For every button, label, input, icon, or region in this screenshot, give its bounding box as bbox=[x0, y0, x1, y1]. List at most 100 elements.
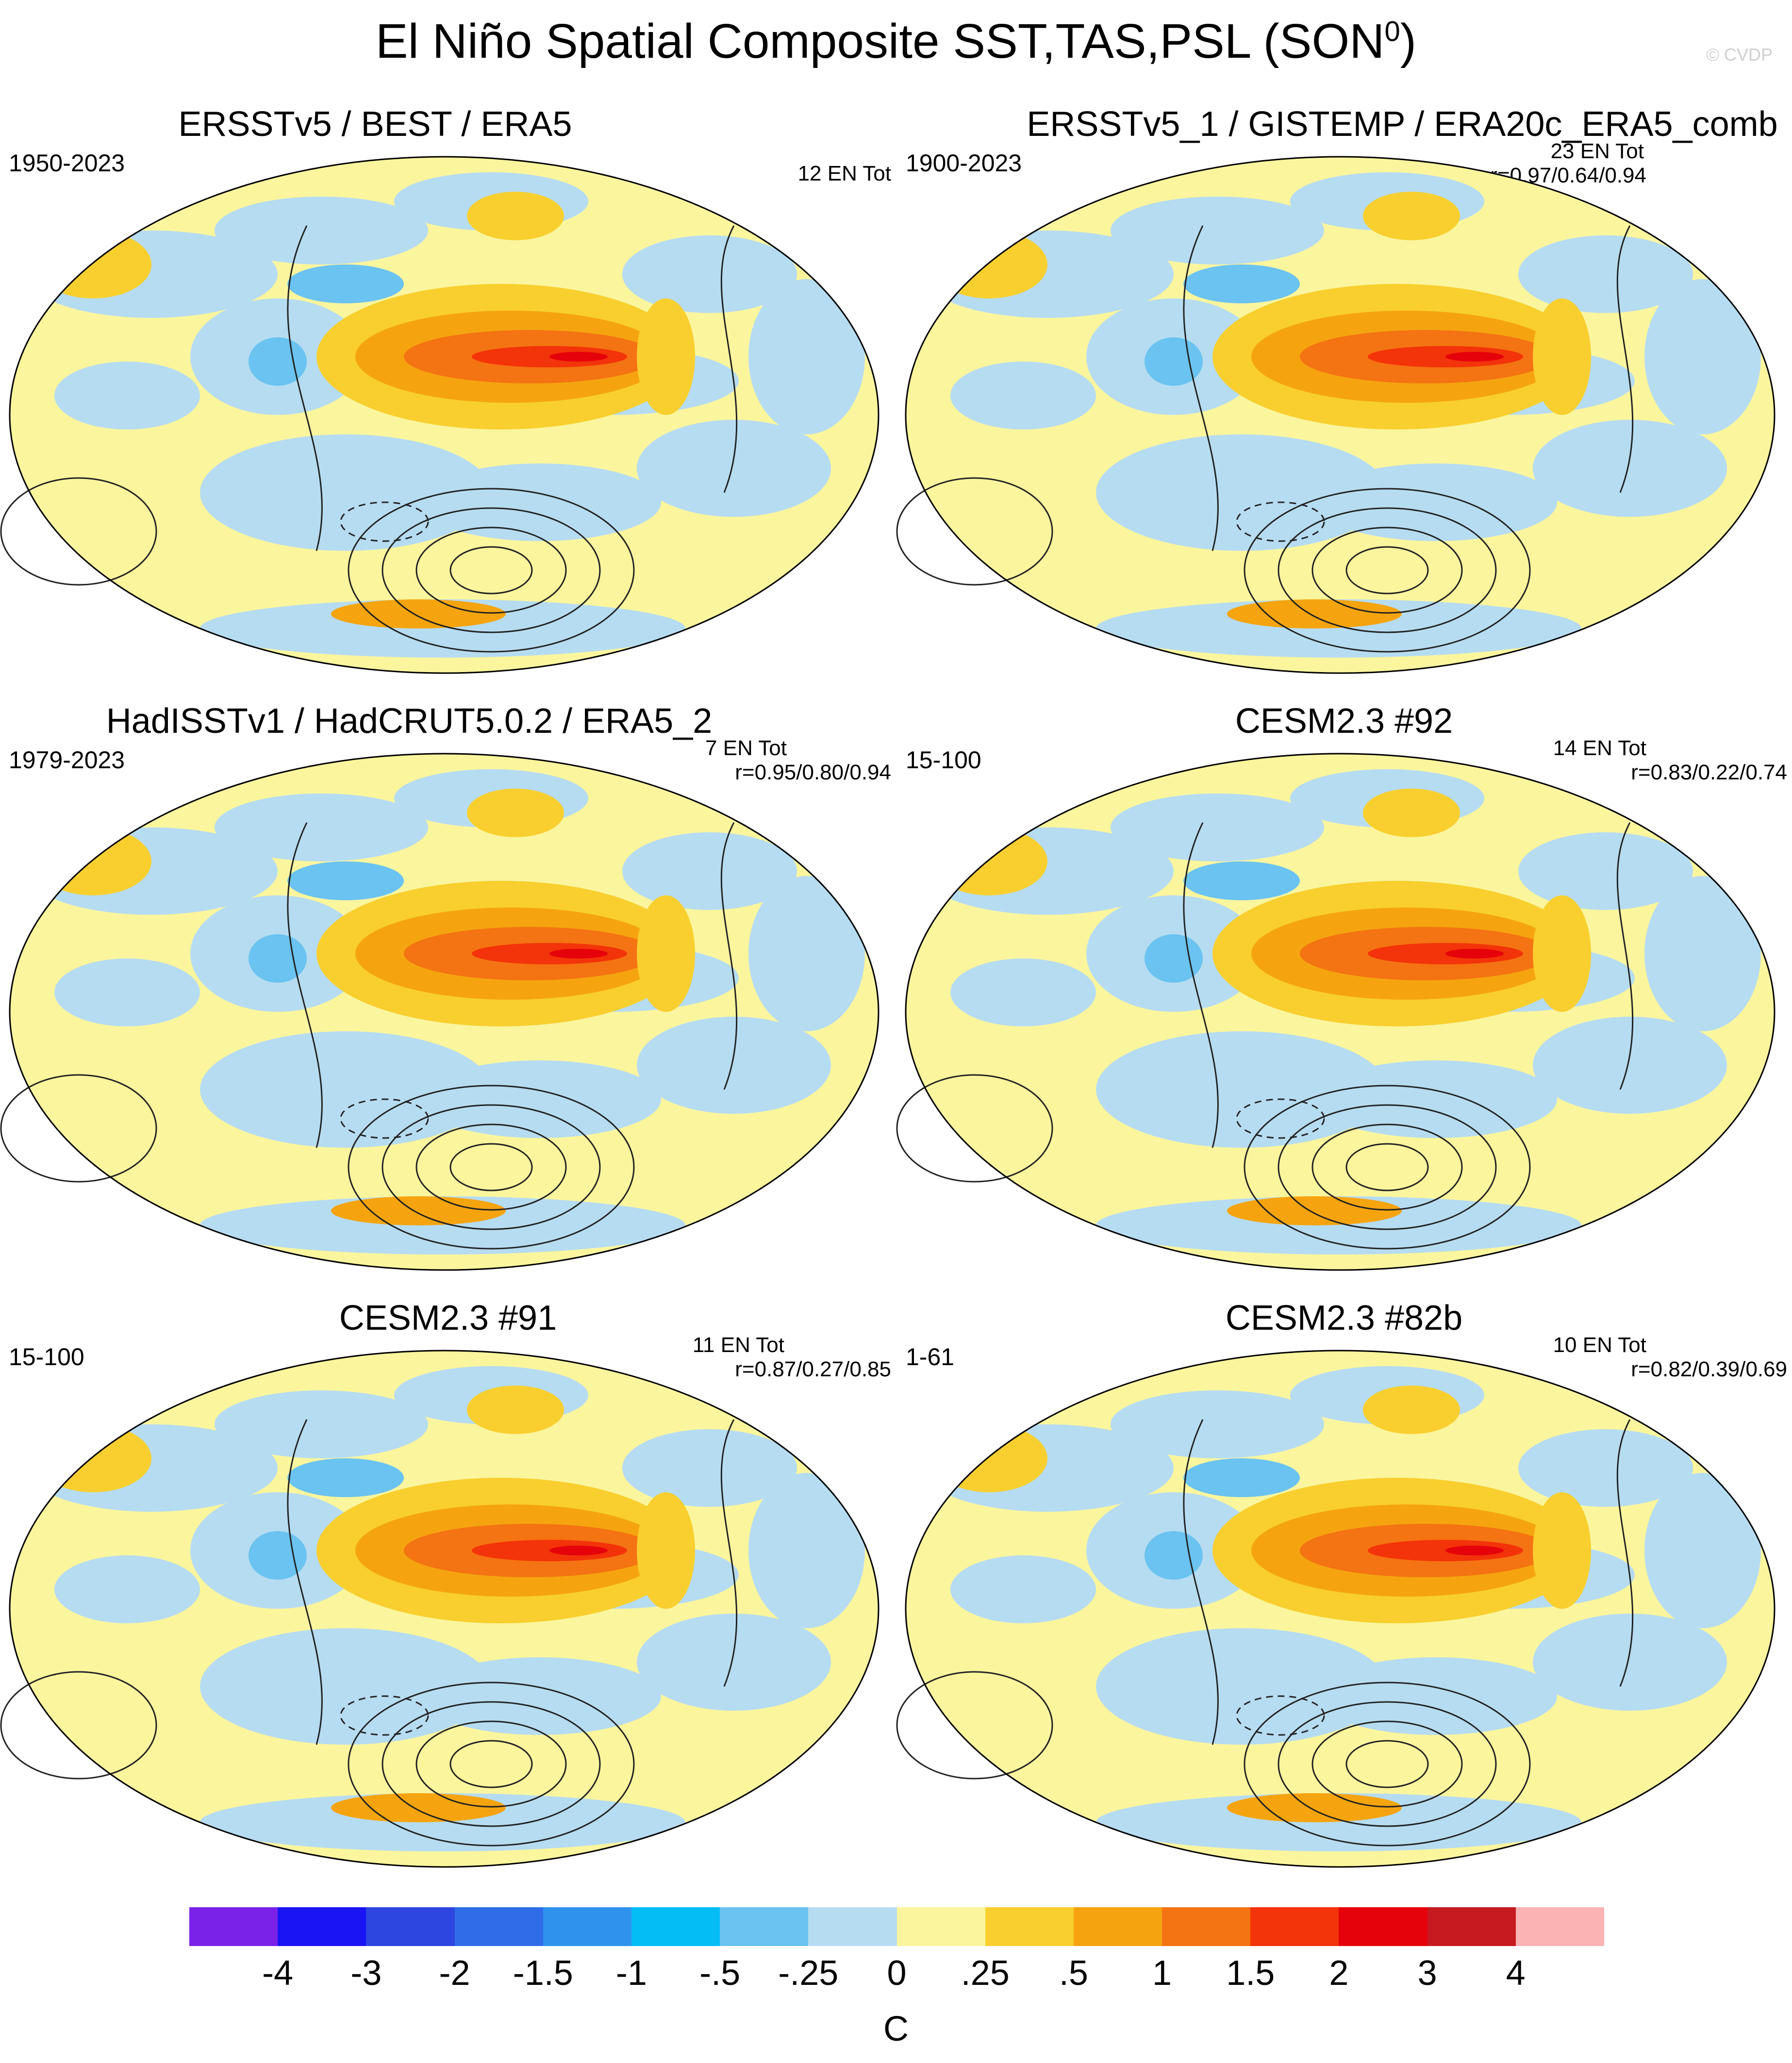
cool-anomaly bbox=[637, 1017, 831, 1114]
cool-anomaly bbox=[54, 1555, 200, 1623]
cool-anomaly bbox=[1644, 1473, 1761, 1628]
cool-anomaly bbox=[1644, 279, 1761, 434]
warm-anomaly bbox=[1363, 1386, 1460, 1434]
warm-anomaly bbox=[467, 789, 564, 837]
psl-contour-line bbox=[1244, 488, 1531, 653]
warm-anomaly bbox=[1445, 949, 1504, 958]
warm-anomaly bbox=[637, 298, 695, 415]
watermark: © CVDP bbox=[1706, 45, 1773, 65]
map-panel-3: HadISSTv1 / HadCRUT5.0.2 / ERA5_2 1979-2… bbox=[0, 701, 896, 1303]
warm-anomaly bbox=[549, 1546, 608, 1555]
cool-anomaly bbox=[1314, 463, 1557, 541]
composite-map bbox=[0, 156, 879, 674]
cool-anomaly bbox=[622, 235, 797, 313]
psl-contour-line bbox=[382, 507, 601, 633]
colorbar-box bbox=[720, 1907, 809, 1946]
panel-years: 1-61 bbox=[906, 1343, 955, 1370]
panel-event-count: 11 EN Tot bbox=[692, 1333, 784, 1357]
colorbar-box bbox=[631, 1907, 720, 1946]
psl-contour-line bbox=[287, 225, 323, 551]
colorbar-box bbox=[454, 1907, 543, 1946]
psl-contours bbox=[0, 225, 738, 653]
cool-anomaly bbox=[287, 861, 404, 900]
warm-anomaly bbox=[549, 352, 608, 362]
warm-anomaly bbox=[1533, 298, 1591, 415]
anomaly-field bbox=[10, 1351, 879, 1867]
psl-contour-line bbox=[1345, 1143, 1429, 1191]
panel-title: ERSSTv5_1 / GISTEMP / ERA20c_ERA5_comb bbox=[1027, 105, 1778, 144]
cool-anomaly bbox=[1533, 1017, 1727, 1114]
panel-title: CESM2.3 #92 bbox=[1235, 702, 1453, 741]
warm-anomaly bbox=[637, 895, 695, 1012]
warm-anomaly bbox=[1227, 599, 1402, 628]
cool-anomaly bbox=[1183, 1458, 1300, 1497]
anomaly-field bbox=[10, 754, 879, 1270]
map-panel-5: CESM2.3 #91 15-100 11 EN Tot r=0.87/0.27… bbox=[0, 1298, 896, 1900]
panel-title: ERSSTv5 / BEST / ERA5 bbox=[178, 105, 572, 144]
cool-anomaly bbox=[950, 958, 1096, 1026]
panel-correlation: r=0.87/0.27/0.85 bbox=[735, 1357, 891, 1381]
cool-anomaly bbox=[249, 1531, 307, 1580]
cool-anomaly bbox=[215, 793, 428, 861]
warm-anomaly bbox=[1533, 895, 1591, 1012]
map-outline bbox=[9, 1350, 879, 1868]
colorbar-tick-label: 0 bbox=[887, 1954, 907, 1993]
colorbar-tick-label: -2 bbox=[439, 1954, 470, 1993]
psl-contour-line bbox=[415, 527, 567, 614]
warm-anomaly bbox=[637, 1492, 695, 1609]
colorbar-box bbox=[1427, 1907, 1516, 1946]
cool-anomaly bbox=[287, 264, 404, 303]
psl-contour-line bbox=[340, 1695, 429, 1736]
warm-anomaly bbox=[931, 231, 1047, 298]
cool-anomaly bbox=[1111, 1390, 1324, 1458]
colorbar-tick-label: -1 bbox=[615, 1954, 647, 1993]
map-outline bbox=[9, 156, 879, 674]
cool-anomaly bbox=[215, 197, 428, 264]
cool-anomaly bbox=[637, 1614, 831, 1711]
cool-anomaly bbox=[637, 420, 831, 517]
map-outline bbox=[905, 156, 1775, 674]
colorbar-box bbox=[985, 1907, 1074, 1946]
cool-anomaly bbox=[200, 1196, 685, 1254]
cool-anomaly bbox=[1518, 832, 1693, 910]
psl-contour-line bbox=[348, 1085, 635, 1250]
colorbar-box bbox=[1250, 1907, 1339, 1946]
psl-contour-line bbox=[1345, 1740, 1429, 1788]
cool-anomaly bbox=[200, 434, 491, 551]
warm-anomaly bbox=[1533, 1492, 1591, 1609]
psl-contour-line bbox=[287, 822, 323, 1148]
colorbar-tick-label: -1.5 bbox=[513, 1954, 573, 1993]
colorbar-tick-label: -4 bbox=[262, 1954, 294, 1993]
psl-contour-line bbox=[1236, 501, 1325, 542]
colorbar-tick-label: 2 bbox=[1329, 1954, 1349, 1993]
psl-contours bbox=[896, 1419, 1634, 1847]
cool-anomaly bbox=[1518, 1429, 1693, 1507]
warm-anomaly bbox=[1445, 1546, 1504, 1555]
cool-anomaly bbox=[1096, 434, 1387, 551]
cool-anomaly bbox=[418, 1060, 661, 1138]
colorbar-box bbox=[1339, 1907, 1427, 1946]
psl-contour-line bbox=[1244, 1682, 1531, 1847]
panel-event-count: 10 EN Tot bbox=[1553, 1333, 1646, 1357]
cool-anomaly bbox=[200, 1793, 685, 1851]
colorbar-tick-label: 3 bbox=[1417, 1954, 1437, 1993]
psl-contour-line bbox=[896, 1671, 1053, 1780]
colorbar-box bbox=[808, 1907, 897, 1946]
colorbar-box bbox=[278, 1907, 366, 1946]
cool-anomaly bbox=[748, 1473, 865, 1628]
psl-contour-line bbox=[348, 1682, 635, 1847]
panel-title: HadISSTv1 / HadCRUT5.0.2 / ERA5_2 bbox=[106, 702, 713, 741]
psl-contour-line bbox=[1616, 1419, 1634, 1687]
psl-contour-line bbox=[382, 1104, 601, 1230]
colorbar-tick-label: -.25 bbox=[778, 1954, 839, 1993]
composite-map bbox=[0, 1350, 879, 1868]
psl-contour-line bbox=[449, 1740, 533, 1788]
cool-anomaly bbox=[215, 1390, 428, 1458]
cool-anomaly bbox=[54, 362, 200, 429]
colorbar bbox=[189, 1907, 1604, 1946]
cool-anomaly bbox=[1533, 1614, 1727, 1711]
warm-anomaly bbox=[1445, 352, 1504, 362]
colorbar-box bbox=[366, 1907, 455, 1946]
psl-contour-line bbox=[415, 1720, 567, 1808]
colorbar-box bbox=[1515, 1907, 1604, 1946]
